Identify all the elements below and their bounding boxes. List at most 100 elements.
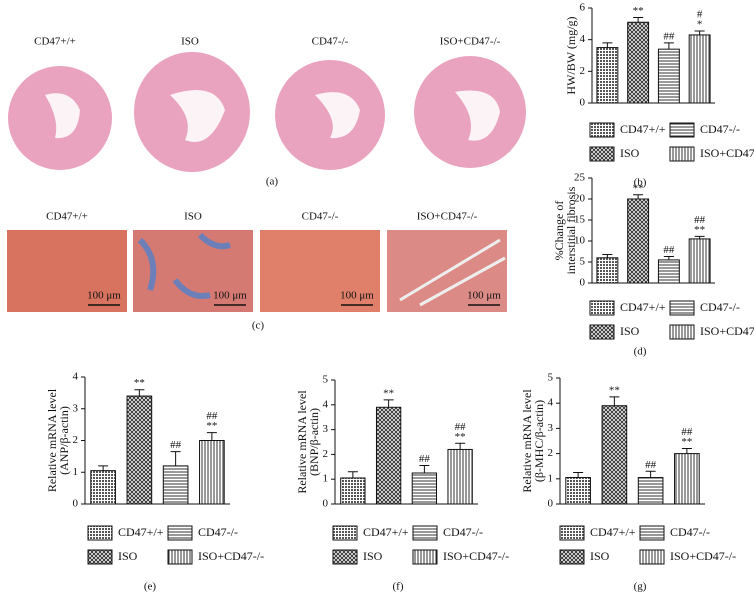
legend-swatch xyxy=(559,525,585,541)
error-bar xyxy=(383,399,394,408)
significance-label: ** xyxy=(694,224,705,236)
legend-swatch xyxy=(332,549,358,565)
error-bar xyxy=(347,471,358,478)
micrograph xyxy=(260,230,380,312)
heart-cavity xyxy=(45,93,80,139)
scale-bar-label: 100 μm xyxy=(467,290,501,302)
bar xyxy=(688,238,711,284)
legend-swatch xyxy=(412,525,438,541)
error-bar xyxy=(134,389,145,397)
bar xyxy=(657,48,680,104)
scale-bar-label: 100 μm xyxy=(213,290,247,302)
significance-label: ** xyxy=(633,5,644,17)
image-label: ISO+CD47-/- xyxy=(440,36,501,48)
bar xyxy=(657,259,680,284)
y-tick-label: 1 xyxy=(548,472,554,484)
heart-cavity xyxy=(315,92,360,139)
y-tick-label: 4 xyxy=(580,33,586,45)
legend-swatch xyxy=(87,549,113,565)
micrograph xyxy=(7,230,127,312)
panel-caption: (c) xyxy=(252,320,265,332)
legend-swatch xyxy=(412,549,438,565)
error-bar xyxy=(663,256,674,260)
error-bar xyxy=(602,42,613,48)
y-tick-label: 6 xyxy=(580,2,586,14)
significance-label: ## xyxy=(694,214,706,226)
image-label: ISO+CD47-/- xyxy=(417,211,478,223)
scale-bar-label: 100 μm xyxy=(87,290,121,302)
error-bar xyxy=(170,451,181,466)
tissue-streak xyxy=(399,238,506,307)
significance-label: ** xyxy=(609,384,620,396)
error-bar xyxy=(98,465,109,471)
heart-cavity xyxy=(170,90,225,142)
significance-label: ** xyxy=(681,436,692,448)
error-bar xyxy=(602,253,613,258)
y-axis-label: (β-MHC/β-actin) xyxy=(532,400,546,482)
significance-label: ** xyxy=(383,387,394,399)
significance-label: ## xyxy=(681,426,693,438)
y-tick-label: 0 xyxy=(73,498,79,510)
significance-label: ## xyxy=(419,453,431,465)
legend-label: CD47-/- xyxy=(670,525,710,539)
error-bar xyxy=(455,442,466,450)
y-axis-label: (ANP/β-actin) xyxy=(57,406,71,475)
y-tick-label: 0 xyxy=(548,498,554,510)
significance-label: ## xyxy=(455,421,467,433)
legend-swatch xyxy=(589,122,615,138)
significance-label: ** xyxy=(134,377,145,389)
y-tick-label: 0 xyxy=(580,97,586,109)
legend-swatch xyxy=(669,324,695,340)
legend-label: ISO+CD47-/- xyxy=(700,324,754,338)
legend-swatch xyxy=(669,300,695,316)
legend-label: ISO xyxy=(118,549,138,563)
legend-label: CD47+/+ xyxy=(363,525,409,539)
y-tick-label: 1 xyxy=(323,473,329,485)
legend-label: CD47+/+ xyxy=(118,525,164,539)
bar xyxy=(126,395,153,505)
bar xyxy=(90,470,116,505)
panel-caption: (d) xyxy=(634,346,647,358)
y-tick-label: 4 xyxy=(323,398,329,410)
error-bar xyxy=(609,396,620,406)
y-axis-label: (BNP/β-actin) xyxy=(307,408,321,476)
image-label: CD47+/+ xyxy=(46,211,88,223)
y-tick-label: 25 xyxy=(574,172,586,184)
y-tick-label: 3 xyxy=(73,402,79,414)
significance-label: * xyxy=(697,18,703,30)
legend-swatch xyxy=(589,300,615,316)
bar xyxy=(601,405,628,505)
bar xyxy=(340,477,366,505)
error-bar xyxy=(573,472,584,478)
legend-label: CD47-/- xyxy=(198,525,238,539)
legend-label: ISO xyxy=(363,549,383,563)
legend-swatch xyxy=(167,549,193,565)
y-axis-label: Relative mRNA level xyxy=(295,390,309,494)
y-tick-label: 5 xyxy=(323,374,329,386)
legend-label: CD47-/- xyxy=(700,122,740,136)
bar xyxy=(565,477,591,505)
y-axis-label: Relative mRNA level xyxy=(520,389,534,493)
y-axis-label: interstitial fibrosis xyxy=(564,186,578,274)
bar xyxy=(674,453,700,505)
y-tick-label: 2 xyxy=(73,434,79,446)
y-tick-label: 5 xyxy=(548,372,554,384)
legend-label: ISO+CD47-/- xyxy=(198,549,264,563)
legend-label: CD47+/+ xyxy=(620,122,666,136)
y-axis-label: Relative mRNA level xyxy=(45,388,59,492)
y-axis-label: %Change of xyxy=(552,201,566,261)
y-tick-label: 0 xyxy=(580,277,586,289)
legend-label: ISO xyxy=(620,146,640,160)
legend-label: CD47-/- xyxy=(443,525,483,539)
panel-caption: (g) xyxy=(634,581,647,593)
panel-caption: (e) xyxy=(144,581,157,593)
y-tick-label: 2 xyxy=(548,447,554,459)
legend-label: ISO+CD47-/- xyxy=(700,146,754,160)
legend-label: ISO xyxy=(590,549,610,563)
bar xyxy=(162,465,189,505)
error-bar xyxy=(206,432,217,441)
image-label: ISO xyxy=(184,211,202,223)
significance-label: ## xyxy=(645,459,657,471)
legend-label: CD47+/+ xyxy=(620,300,666,314)
